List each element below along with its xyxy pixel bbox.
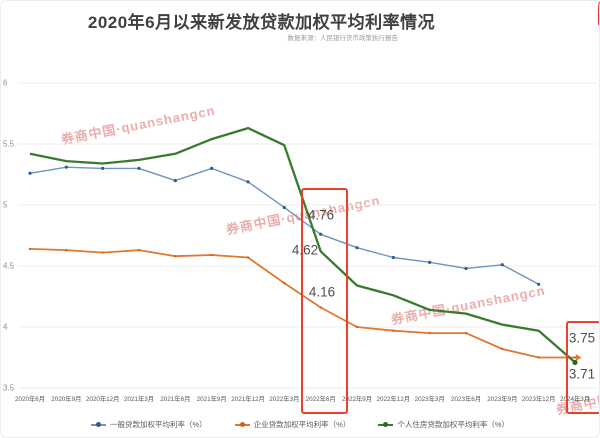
x-axis-label: 2021年3月 <box>124 394 154 403</box>
data-point-label: 3.71 <box>568 366 596 382</box>
y-axis-label: 4.5 <box>3 262 15 271</box>
legend-line-icon <box>378 422 394 427</box>
legend-line-icon <box>234 422 250 427</box>
legend-line-icon <box>90 422 106 427</box>
series-marker <box>174 255 177 258</box>
series-marker <box>355 246 359 250</box>
series-marker <box>101 251 104 254</box>
series-marker <box>392 329 395 332</box>
series-marker <box>355 325 359 329</box>
x-axis-label: 2024年3月 <box>560 394 590 403</box>
x-axis-label: 2023年3月 <box>415 394 445 403</box>
x-axis-label: 2021年12月 <box>231 394 265 403</box>
legend-item-corporate-loans: 企业贷款加权平均利率（%） <box>234 419 351 430</box>
series-marker <box>428 260 432 264</box>
series-marker <box>210 166 214 170</box>
series-marker <box>319 306 322 309</box>
y-axis-label: 4 <box>3 323 8 332</box>
data-point-label: 3.75 <box>568 330 596 346</box>
legend-label: 一般贷款加权平均利率（%） <box>109 420 207 429</box>
legend-label: 企业贷款加权平均利率（%） <box>253 420 351 429</box>
x-axis-label: 2023年12月 <box>522 394 556 403</box>
series-marker <box>537 356 540 359</box>
x-axis-label: 2021年9月 <box>197 394 227 403</box>
series-marker <box>137 166 141 170</box>
series-marker <box>65 248 68 252</box>
data-point-label: 4.62 <box>291 242 319 258</box>
y-axis-label: 3.5 <box>3 384 15 393</box>
series-marker <box>391 255 395 260</box>
legend-item-housing-loans: 个人住房贷款加权平均利率（%） <box>378 419 509 430</box>
x-axis-label: 2022年9月 <box>342 394 372 403</box>
legend-dot-icon <box>239 422 245 427</box>
x-axis-label: 2023年6月 <box>451 394 481 403</box>
series-marker <box>64 165 68 169</box>
series-marker <box>537 282 541 286</box>
x-axis-label: 2023年9月 <box>487 394 517 403</box>
series-marker <box>283 281 286 285</box>
series-end-arrow <box>575 354 582 361</box>
highlight-box-2022年6月 <box>301 188 348 414</box>
series-marker <box>464 266 468 271</box>
red-edge-mark <box>597 2 600 25</box>
y-axis-label: 6 <box>3 79 8 88</box>
y-axis-label: 5 <box>3 201 8 210</box>
legend-dot-icon <box>95 422 101 427</box>
x-axis-label: 2022年6月 <box>306 394 336 403</box>
series-marker <box>28 171 32 175</box>
chart-title: 2020年6月以来新发放贷款加权平均利率情况 <box>87 13 436 32</box>
x-axis-label: 2020年6月 <box>15 394 45 403</box>
legend-label: 个人住房贷款加权平均利率（%） <box>397 420 509 429</box>
x-axis-label: 2022年3月 <box>269 394 299 403</box>
data-point-label: 4.76 <box>307 207 335 223</box>
series-marker <box>319 232 323 236</box>
legend-dot-icon <box>383 422 389 427</box>
series-marker <box>282 205 286 210</box>
series-marker <box>246 180 250 184</box>
y-axis-label: 5.5 <box>3 140 15 149</box>
x-axis-label: 2022年12月 <box>377 394 411 403</box>
x-axis-label: 2021年6月 <box>160 394 190 403</box>
x-axis-label: 2020年9月 <box>51 394 81 403</box>
series-marker <box>101 166 105 170</box>
legend-item-general-loans: 一般贷款加权平均利率（%） <box>90 419 207 430</box>
data-point-label: 4.16 <box>308 284 336 300</box>
series-marker <box>137 248 141 252</box>
series-marker <box>173 179 177 183</box>
chart-legend: 一般贷款加权平均利率（%） 企业贷款加权平均利率（%） 个人住房贷款加权平均利率… <box>0 419 600 430</box>
series-end-dot <box>572 359 578 365</box>
x-axis-label: 2020年12月 <box>86 394 120 403</box>
series-marker <box>501 347 504 351</box>
series-marker <box>500 263 504 267</box>
series-marker <box>210 253 213 257</box>
series-marker <box>573 356 577 359</box>
series-marker <box>28 247 32 251</box>
series-marker <box>246 256 250 259</box>
series-marker <box>464 331 468 335</box>
series-marker <box>428 331 431 335</box>
series-line-0 <box>29 166 540 285</box>
data-source-label: 数据来源：人民银行货币政策执行报告 <box>287 35 399 42</box>
